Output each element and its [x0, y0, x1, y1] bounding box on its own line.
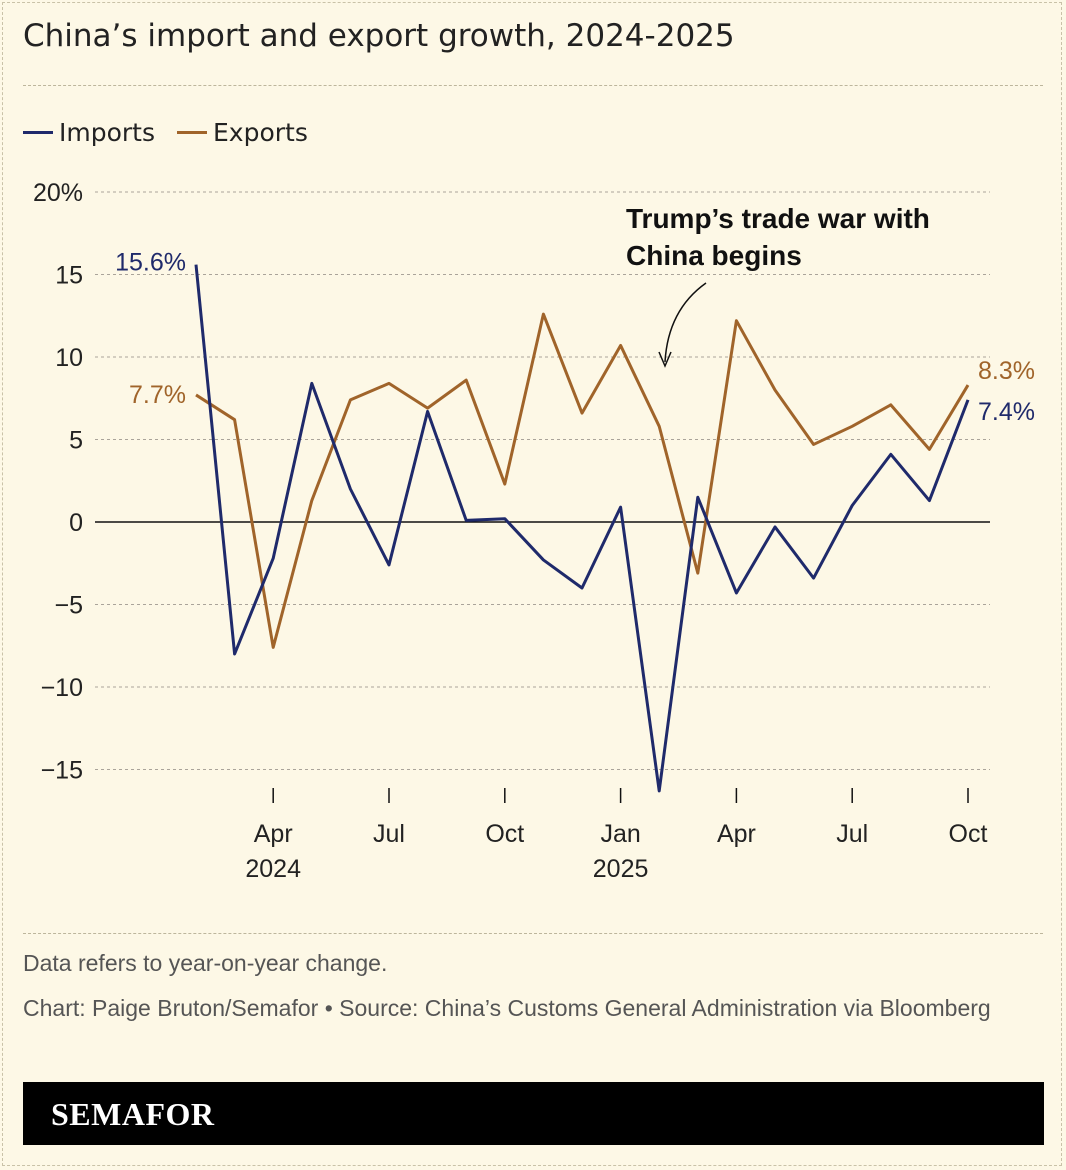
- annotation-arrow: [664, 282, 707, 363]
- end-label-exports: 8.3%: [978, 357, 1035, 385]
- y-tick-label: 5: [69, 427, 83, 455]
- y-tick-label: −5: [54, 592, 83, 620]
- y-tick-label: 15: [55, 262, 83, 290]
- exports-swatch: [177, 131, 207, 134]
- end-label-imports: 7.4%: [978, 398, 1035, 426]
- chart-title: China’s import and export growth, 2024-2…: [23, 18, 735, 54]
- legend-exports: Exports: [177, 118, 308, 147]
- x-tick-label: Jul: [373, 820, 405, 848]
- x-tick-label: Apr: [717, 820, 756, 848]
- line-chart: 20% 15 10 5 0 −5 −10 −15 Apr 2024 Jul Oct Jan 2025 Apr…: [33, 179, 1035, 883]
- x-tick-label: Jan: [600, 820, 640, 848]
- x-tick-year: 2024: [245, 855, 301, 883]
- divider: [23, 85, 1043, 86]
- legend-imports: Imports: [23, 118, 155, 147]
- divider: [23, 933, 1043, 934]
- semafor-logo: SEMAFOR: [51, 1096, 215, 1132]
- arrowhead-icon: [658, 351, 672, 368]
- legend-label: Exports: [213, 118, 308, 147]
- start-label-imports: 15.6%: [115, 249, 186, 277]
- series-line-imports: [194, 264, 970, 793]
- annotation-text: China begins: [626, 240, 802, 271]
- y-tick-label: 10: [55, 344, 83, 372]
- source-credit: Chart: Paige Bruton/Semafor • Source: Ch…: [23, 995, 991, 1021]
- start-label-exports: 7.7%: [129, 381, 186, 409]
- legend-label: Imports: [59, 118, 155, 147]
- y-tick-label: −10: [41, 674, 83, 702]
- annotation-text: Trump’s trade war with: [626, 203, 930, 234]
- x-tick-label: Oct: [949, 820, 988, 848]
- imports-swatch: [23, 131, 53, 134]
- y-tick-label: 0: [69, 509, 83, 537]
- brand-bar: SEMAFOR: [23, 1082, 1044, 1145]
- note: Data refers to year-on-year change.: [23, 950, 388, 976]
- x-tick-label: Oct: [485, 820, 524, 848]
- y-tick-label: −15: [41, 757, 83, 785]
- series-line-exports: [195, 312, 970, 649]
- y-tick-label: 20%: [33, 179, 83, 207]
- x-tick-label: Jul: [836, 820, 868, 848]
- x-tick-label: Apr: [254, 820, 293, 848]
- legend: Imports Exports: [23, 118, 308, 147]
- x-tick-year: 2025: [593, 855, 649, 883]
